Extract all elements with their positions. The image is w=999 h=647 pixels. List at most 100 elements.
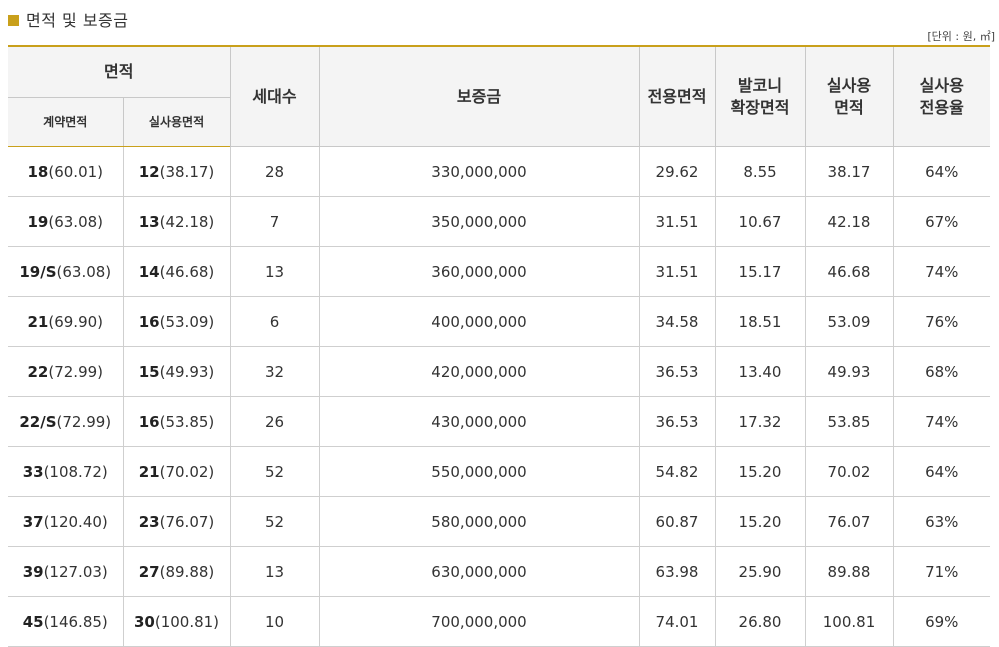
cell-exclusive-area: 31.51 xyxy=(639,196,716,247)
cell-households: 32 xyxy=(230,346,320,397)
cell-actual-use-area: 53.85 xyxy=(805,396,894,447)
table-row: 39(127.03) 27(89.88) 13 630,000,000 63.98 25.… xyxy=(8,546,991,597)
actual-area-value: (42.18) xyxy=(159,212,215,231)
cell-actual-use-area: 76.07 xyxy=(805,496,894,547)
cell-balcony-area: 10.67 xyxy=(715,196,806,247)
cell-exclusive-area: 34.58 xyxy=(639,296,716,347)
cell-usage-ratio: 69% xyxy=(893,596,991,647)
actual-area-type: 12 xyxy=(138,162,160,181)
actual-area-value: (100.81) xyxy=(154,612,220,631)
contract-area-value: (72.99) xyxy=(48,362,104,381)
cell-contract-area: 33(108.72) xyxy=(8,446,124,497)
cell-households: 26 xyxy=(230,396,320,447)
header-actual-use-line1: 실사용 xyxy=(826,75,872,95)
contract-area-type: 33 xyxy=(22,462,44,481)
table-header: 면적 세대수 보증금 전용면적 발코니 확장면적 실사용 면적 실사용 전용율 … xyxy=(8,45,991,147)
actual-area-value: (49.93) xyxy=(159,362,215,381)
cell-contract-area: 22(72.99) xyxy=(8,346,124,397)
cell-balcony-area: 25.90 xyxy=(715,546,806,597)
table-row: 19(63.08) 13(42.18) 7 350,000,000 31.51 10.67… xyxy=(8,196,991,247)
cell-contract-area: 21(69.90) xyxy=(8,296,124,347)
cell-deposit: 430,000,000 xyxy=(319,396,640,447)
cell-balcony-area: 26.80 xyxy=(715,596,806,647)
cell-actual-area: 15(49.93) xyxy=(123,346,231,397)
cell-actual-area: 30(100.81) xyxy=(123,596,231,647)
contract-area-type: 21 xyxy=(27,312,49,331)
contract-area-type: 19/S xyxy=(19,262,57,281)
cell-deposit: 700,000,000 xyxy=(319,596,640,647)
cell-households: 6 xyxy=(230,296,320,347)
section-header: 면적 및 보증금 xyxy=(8,6,129,32)
square-bullet-icon xyxy=(8,14,19,26)
cell-actual-use-area: 100.81 xyxy=(805,596,894,647)
cell-households: 52 xyxy=(230,496,320,547)
contract-area-value: (63.08) xyxy=(48,212,104,231)
cell-usage-ratio: 64% xyxy=(893,146,991,197)
section-title: 면적 및 보증금 xyxy=(26,11,129,30)
actual-area-type: 30 xyxy=(133,612,155,631)
cell-deposit: 350,000,000 xyxy=(319,196,640,247)
header-contract-area: 계약면적 xyxy=(8,97,124,147)
contract-area-type: 19 xyxy=(27,212,49,231)
cell-actual-use-area: 70.02 xyxy=(805,446,894,497)
header-balcony-line1: 발코니 xyxy=(737,75,783,95)
actual-area-type: 21 xyxy=(138,462,160,481)
header-usage-ratio: 실사용 전용율 xyxy=(893,45,991,147)
cell-actual-area: 21(70.02) xyxy=(123,446,231,497)
cell-exclusive-area: 36.53 xyxy=(639,396,716,447)
header-actual-area: 실사용면적 xyxy=(123,97,231,147)
cell-actual-use-area: 53.09 xyxy=(805,296,894,347)
cell-actual-use-area: 49.93 xyxy=(805,346,894,397)
actual-area-type: 23 xyxy=(138,512,160,531)
header-actual-use-line2: 면적 xyxy=(834,97,864,117)
cell-usage-ratio: 67% xyxy=(893,196,991,247)
header-actual-use-area: 실사용 면적 xyxy=(805,45,894,147)
cell-households: 10 xyxy=(230,596,320,647)
cell-actual-area: 12(38.17) xyxy=(123,146,231,197)
cell-households: 7 xyxy=(230,196,320,247)
header-ratio-line1: 실사용 xyxy=(919,75,964,95)
cell-balcony-area: 15.20 xyxy=(715,496,806,547)
contract-area-value: (69.90) xyxy=(48,312,104,331)
cell-deposit: 400,000,000 xyxy=(319,296,640,347)
cell-contract-area: 39(127.03) xyxy=(8,546,124,597)
contract-area-value: (60.01) xyxy=(48,162,104,181)
actual-area-value: (53.09) xyxy=(159,312,215,331)
cell-balcony-area: 18.51 xyxy=(715,296,806,347)
table-row: 37(120.40) 23(76.07) 52 580,000,000 60.87 15.… xyxy=(8,496,991,547)
cell-households: 13 xyxy=(230,246,320,297)
table-body: 18(60.01) 12(38.17) 28 330,000,000 29.62 8.55… xyxy=(8,146,991,647)
cell-actual-area: 27(89.88) xyxy=(123,546,231,597)
unit-note: [단위 : 원, ㎡] xyxy=(927,30,995,43)
cell-contract-area: 19(63.08) xyxy=(8,196,124,247)
cell-balcony-area: 13.40 xyxy=(715,346,806,397)
actual-area-type: 13 xyxy=(138,212,160,231)
area-deposit-table: 면적 세대수 보증금 전용면적 발코니 확장면적 실사용 면적 실사용 전용율 … xyxy=(8,45,991,647)
cell-exclusive-area: 60.87 xyxy=(639,496,716,547)
actual-area-type: 27 xyxy=(138,562,160,581)
cell-actual-area: 16(53.85) xyxy=(123,396,231,447)
actual-area-value: (46.68) xyxy=(159,262,215,281)
contract-area-value: (108.72) xyxy=(43,462,108,481)
contract-area-type: 37 xyxy=(22,512,44,531)
cell-exclusive-area: 63.98 xyxy=(639,546,716,597)
header-households: 세대수 xyxy=(230,45,320,147)
actual-area-value: (76.07) xyxy=(159,512,215,531)
cell-actual-use-area: 42.18 xyxy=(805,196,894,247)
cell-exclusive-area: 29.62 xyxy=(639,146,716,197)
cell-deposit: 630,000,000 xyxy=(319,546,640,597)
cell-households: 28 xyxy=(230,146,320,197)
actual-area-value: (53.85) xyxy=(159,412,215,431)
contract-area-type: 22/S xyxy=(19,412,57,431)
cell-households: 52 xyxy=(230,446,320,497)
cell-actual-use-area: 89.88 xyxy=(805,546,894,597)
cell-deposit: 550,000,000 xyxy=(319,446,640,497)
header-balcony-line2: 확장면적 xyxy=(730,97,790,117)
cell-contract-area: 45(146.85) xyxy=(8,596,124,647)
contract-area-value: (127.03) xyxy=(43,562,108,581)
header-ratio-line2: 전용율 xyxy=(919,97,964,117)
cell-exclusive-area: 36.53 xyxy=(639,346,716,397)
cell-balcony-area: 15.17 xyxy=(715,246,806,297)
cell-deposit: 360,000,000 xyxy=(319,246,640,297)
cell-usage-ratio: 63% xyxy=(893,496,991,547)
